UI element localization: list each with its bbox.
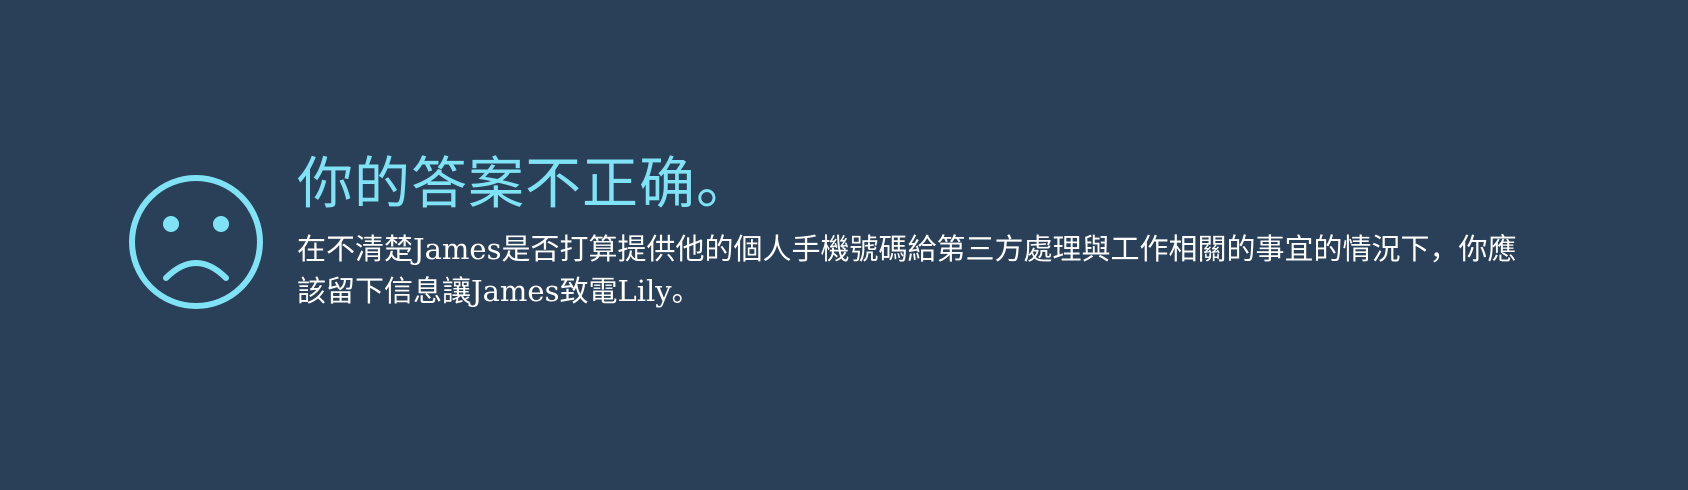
feedback-title: 你的答案不正确。 [297,152,753,217]
feedback-text: 你的答案不正确。 在不清楚James是否打算提供他的個人手機號碼給第三方處理與工… [297,150,1527,312]
feedback-message: 在不清楚James是否打算提供他的個人手機號碼給第三方處理與工作相關的事宜的情況… [297,232,1517,308]
sad-face-icon [128,174,264,310]
